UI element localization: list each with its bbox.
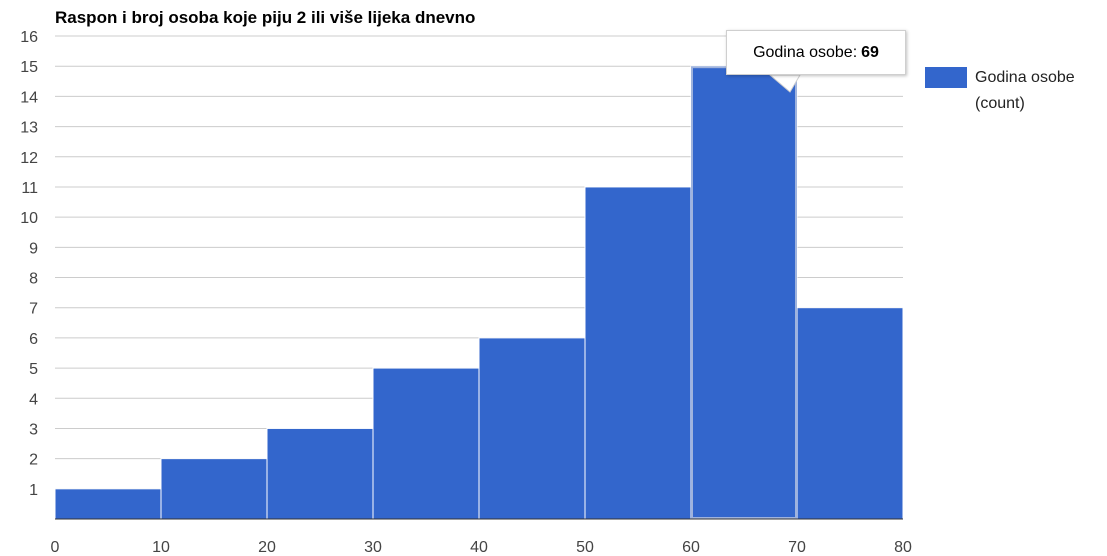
histogram-bar — [267, 428, 373, 519]
y-tick-label: 2 — [29, 452, 38, 469]
y-tick-label: 8 — [29, 271, 38, 288]
histogram-bars — [55, 66, 903, 519]
legend-swatch — [925, 67, 967, 88]
x-tick-label: 30 — [364, 539, 382, 556]
histogram-bar — [585, 187, 691, 519]
x-tick-label: 60 — [682, 539, 700, 556]
y-tick-label: 5 — [29, 361, 38, 378]
histogram-bar — [691, 66, 797, 519]
histogram-bar — [373, 368, 479, 519]
y-tick-label: 14 — [20, 89, 38, 106]
histogram-bar — [479, 338, 585, 519]
x-tick-label: 70 — [788, 539, 806, 556]
y-tick-label: 10 — [20, 210, 38, 227]
x-tick-label: 80 — [894, 539, 912, 556]
y-tick-label: 15 — [20, 59, 38, 76]
y-tick-label: 11 — [21, 180, 38, 197]
y-tick-label: 6 — [29, 331, 38, 348]
y-tick-label: 4 — [29, 391, 38, 408]
x-tick-label: 20 — [258, 539, 276, 556]
histogram-bar — [55, 489, 161, 519]
tooltip-label: Godina osobe: — [753, 44, 857, 62]
y-tick-label: 9 — [29, 240, 38, 257]
tooltip: Godina osobe: 69 — [726, 30, 906, 75]
y-tick-label: 3 — [29, 421, 38, 438]
legend[interactable]: Godina osobe (count) — [925, 65, 1107, 117]
tooltip-value: 69 — [861, 44, 879, 62]
y-tick-label: 7 — [29, 301, 38, 318]
y-tick-label: 1 — [29, 482, 38, 499]
x-tick-label: 0 — [51, 539, 60, 556]
legend-label: Godina osobe (count) — [975, 65, 1107, 117]
y-tick-label: 13 — [20, 120, 38, 137]
x-tick-label: 40 — [470, 539, 488, 556]
histogram-bar — [161, 459, 267, 519]
histogram-bar — [797, 308, 903, 519]
x-tick-label: 10 — [152, 539, 170, 556]
y-tick-label: 16 — [20, 29, 38, 46]
x-tick-label: 50 — [576, 539, 594, 556]
y-tick-label: 12 — [20, 150, 38, 167]
